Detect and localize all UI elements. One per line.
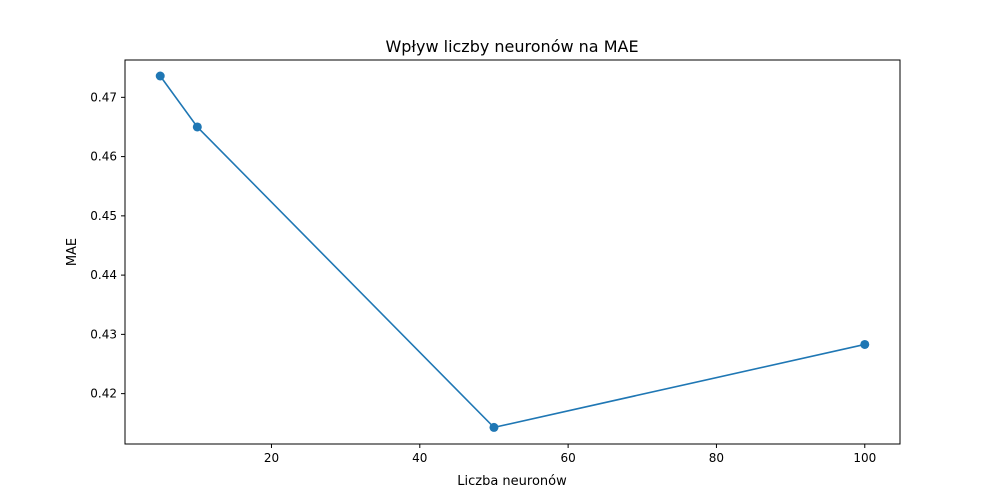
y-tick-label: 0.44 — [90, 268, 117, 282]
x-tick-label: 20 — [264, 451, 279, 465]
y-tick-label: 0.47 — [90, 90, 117, 104]
data-point — [192, 122, 202, 132]
x-tick-label: 60 — [560, 451, 575, 465]
x-axis-label: Liczba neuronów — [457, 474, 567, 489]
y-axis-label: MAE — [65, 238, 80, 266]
x-tick-label: 40 — [412, 451, 427, 465]
data-point — [489, 422, 499, 432]
plot-area — [155, 71, 870, 432]
x-axis: 20 40 60 80 100 — [264, 444, 876, 465]
data-point — [860, 339, 870, 349]
data-point — [155, 71, 165, 81]
y-tick-label: 0.42 — [90, 387, 117, 401]
plot-frame — [124, 59, 901, 445]
y-tick-label: 0.46 — [90, 150, 117, 164]
chart-title: Wpływ liczby neuronów na MAE — [385, 37, 638, 56]
x-tick-label: 80 — [709, 451, 724, 465]
y-axis: 0.42 0.43 0.44 0.45 0.46 0.47 — [90, 90, 125, 401]
x-tick-label: 100 — [853, 451, 876, 465]
y-tick-label: 0.45 — [90, 209, 117, 223]
y-tick-label: 0.43 — [90, 327, 117, 341]
series-line — [159, 75, 865, 429]
